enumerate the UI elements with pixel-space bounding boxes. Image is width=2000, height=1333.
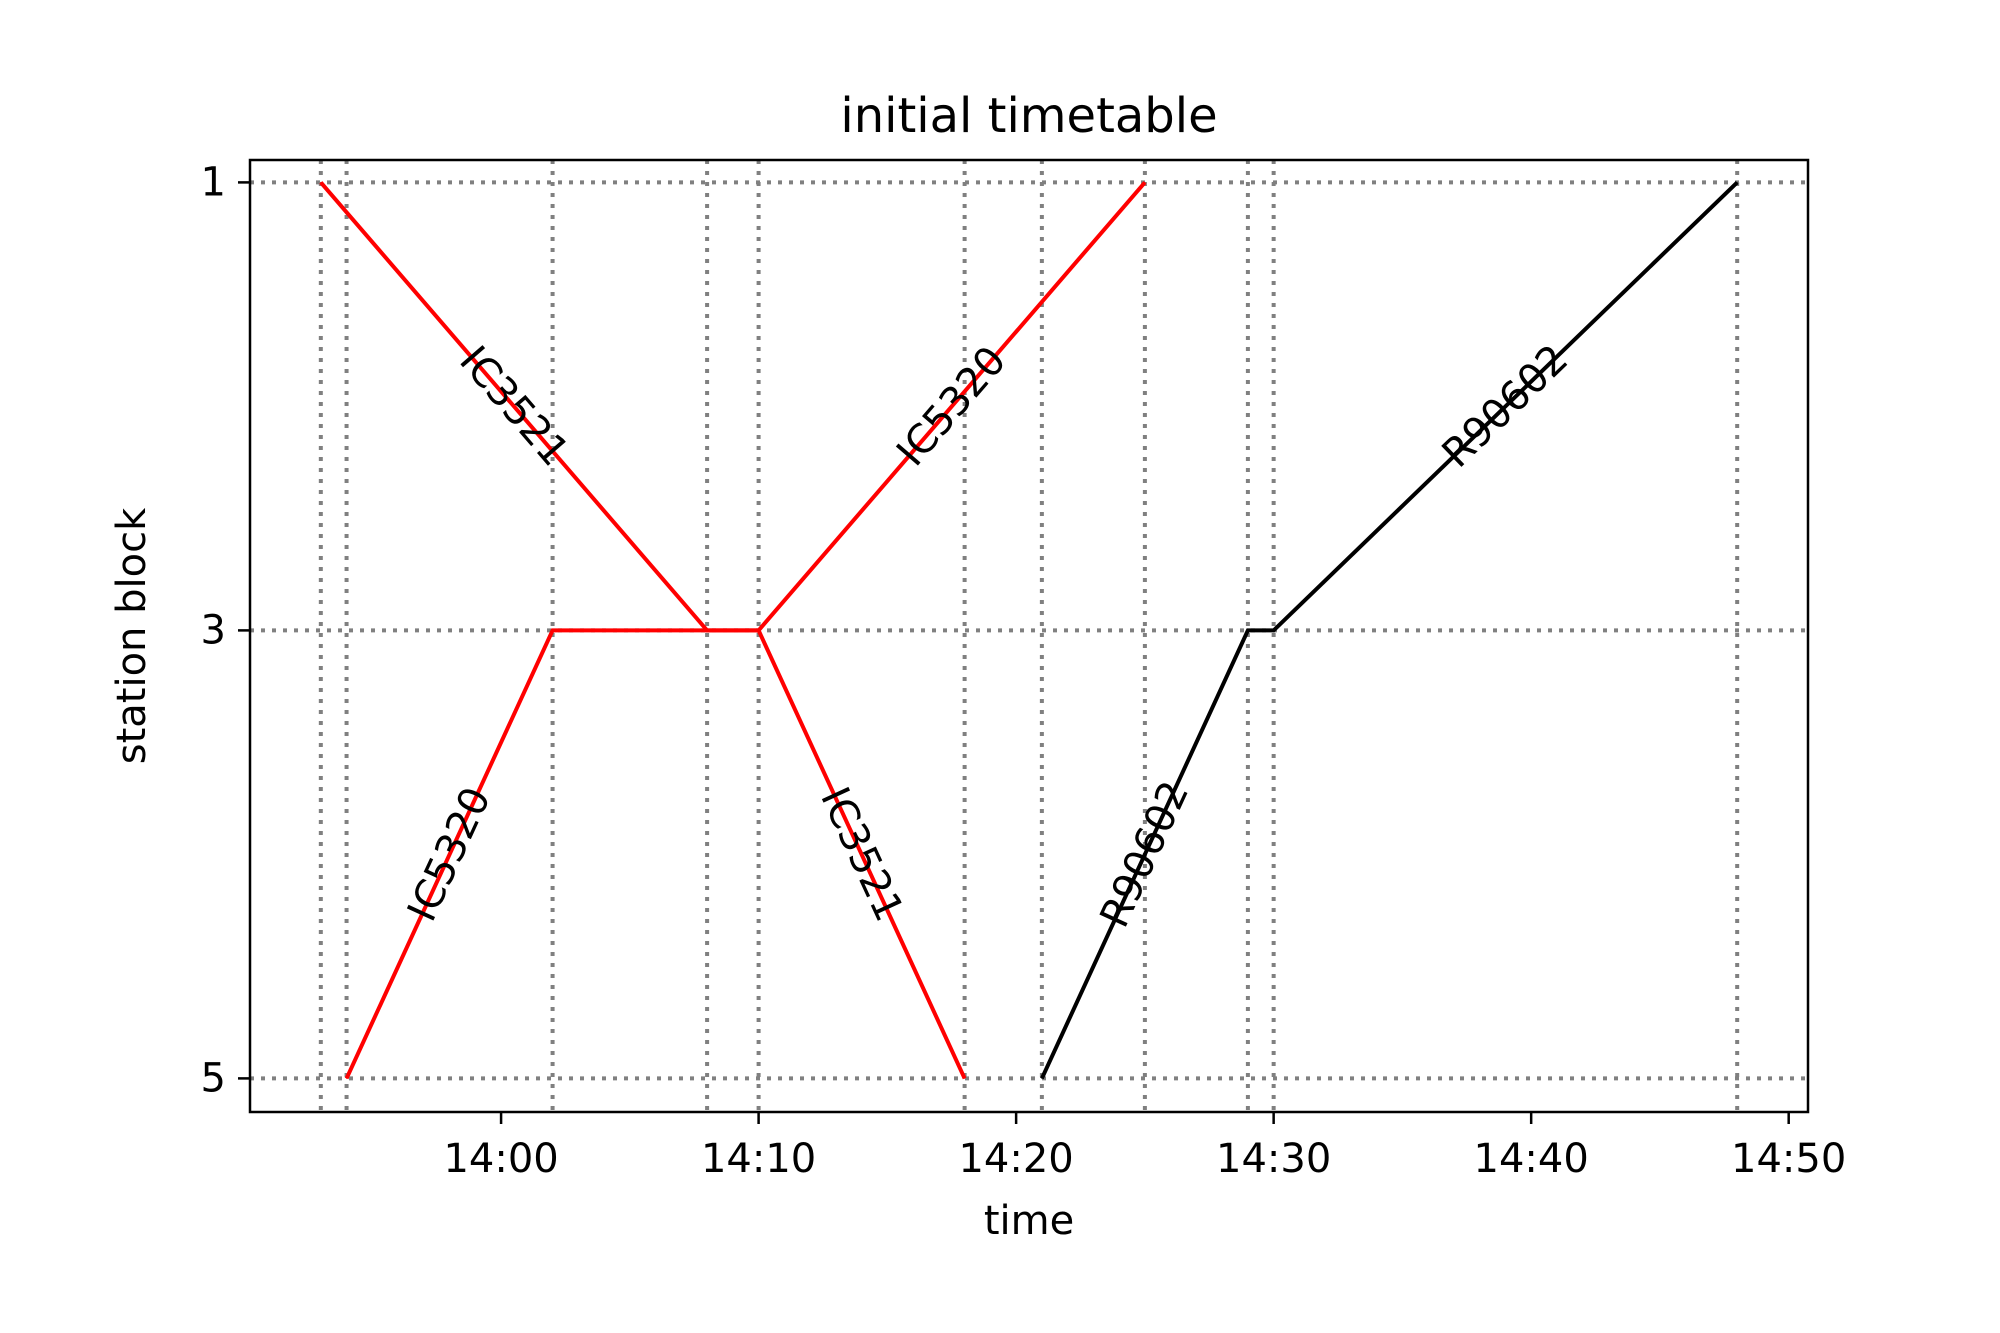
series-line-ic5320 <box>344 181 1147 1080</box>
data-point-ic5320 <box>552 629 554 631</box>
data-point-ic5320 <box>758 629 760 631</box>
data-point-r90602 <box>1041 1077 1043 1079</box>
y-axis-ticks: 1 3 5 <box>201 159 250 1101</box>
x-tick-label: 14:30 <box>1216 1136 1331 1182</box>
plot-frame <box>248 158 1810 1114</box>
x-tick-label: 14:00 <box>443 1136 558 1182</box>
series-lines <box>319 180 1739 1080</box>
data-point-ic3521 <box>320 181 322 183</box>
data-point-r90602 <box>1273 629 1275 631</box>
data-point-ic5320 <box>1144 181 1146 183</box>
y-tick-label: 1 <box>201 159 226 205</box>
y-axis-label: station block <box>109 507 155 764</box>
data-point-ic5320 <box>346 1077 348 1079</box>
chart-title: initial timetable <box>840 88 1217 144</box>
x-tick-label: 14:20 <box>958 1136 1073 1182</box>
data-point-r90602 <box>1736 181 1738 183</box>
x-axis-ticks: 14:00 14:10 14:20 14:30 14:40 14:50 <box>443 1112 1846 1182</box>
y-tick-label: 3 <box>201 607 226 653</box>
x-tick-label: 14:50 <box>1731 1136 1846 1182</box>
x-tick-label: 14:40 <box>1474 1136 1589 1182</box>
x-axis-label: time <box>984 1198 1074 1244</box>
x-tick-label: 14:10 <box>701 1136 816 1182</box>
series-line-r90602 <box>1040 180 1739 1080</box>
y-tick-label: 5 <box>201 1055 226 1101</box>
data-point-ic3521 <box>964 1077 966 1079</box>
data-point-r90602 <box>1247 629 1249 631</box>
grid <box>250 160 1808 1112</box>
